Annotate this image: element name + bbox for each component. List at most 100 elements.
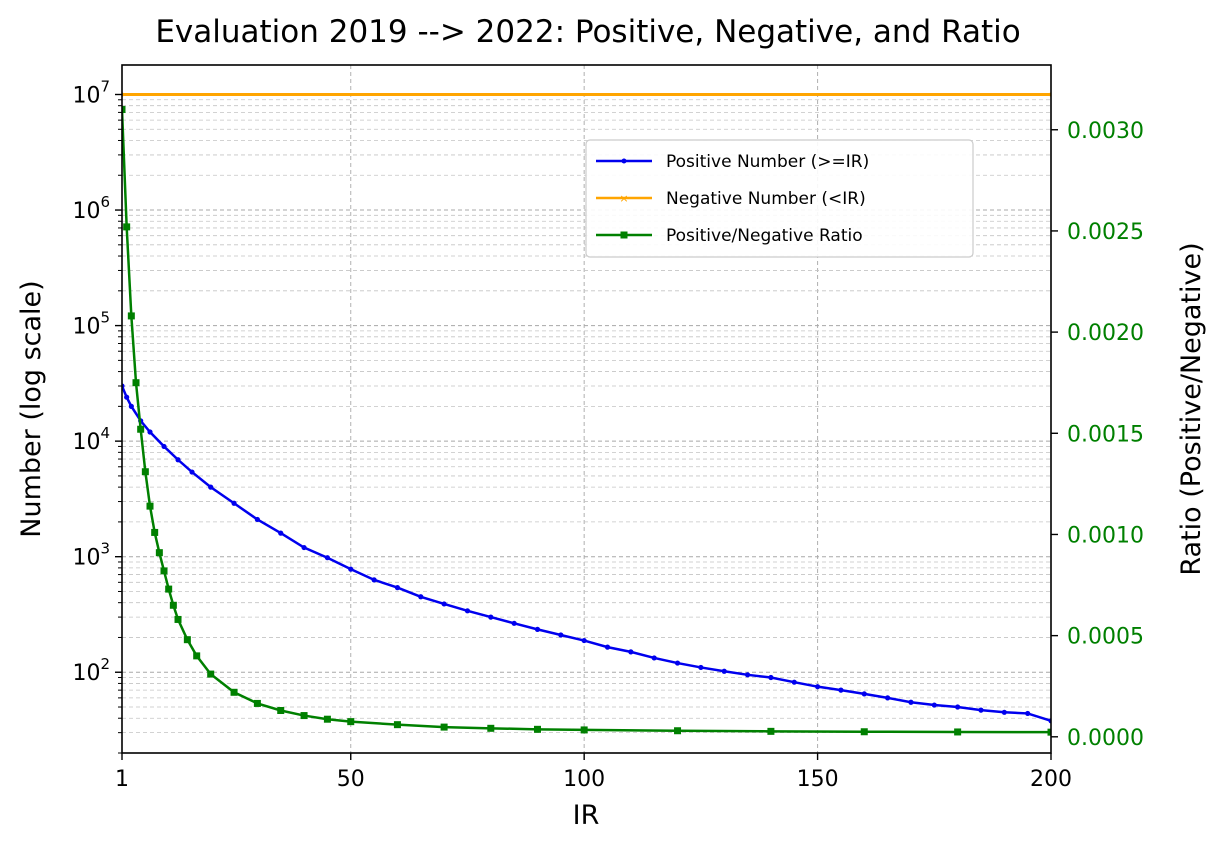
series-point-positive: [324, 555, 331, 561]
series-point-positive: [674, 660, 681, 666]
series-point-ratio: [487, 724, 495, 732]
series-point-ratio: [193, 652, 201, 660]
series-point-positive: [208, 484, 214, 490]
series-point-positive: [744, 672, 751, 678]
series-point-positive: [978, 707, 984, 713]
series-point-positive: [885, 695, 891, 701]
legend-label-positive: Positive Number (>=IR): [666, 152, 869, 172]
y-axis-label: Number (log scale): [16, 280, 47, 537]
series-point-positive: [721, 668, 727, 674]
series-point-positive: [651, 655, 657, 661]
legend-marker-positive: [621, 158, 627, 164]
x-tick-label: 1: [115, 767, 129, 792]
series-point-positive: [604, 644, 611, 650]
series-point-ratio: [155, 549, 163, 557]
series-point-ratio: [141, 468, 149, 476]
series-point-ratio: [300, 712, 308, 720]
x-axis-label: IR: [573, 800, 600, 831]
y2-tick-label: 0.0020: [1067, 321, 1144, 346]
y-tick-label: 102: [72, 655, 110, 686]
series-point-ratio: [146, 502, 154, 510]
series-point-ratio: [165, 585, 173, 593]
series-point-positive: [581, 637, 587, 644]
series-point-positive: [931, 702, 937, 708]
series-point-ratio: [580, 726, 588, 734]
y2-tick-label: 0.0025: [1067, 220, 1144, 245]
plot-frame: [121, 64, 1052, 754]
series-point-positive: [488, 614, 494, 620]
series-point-positive: [628, 649, 634, 655]
series-point-positive: [161, 443, 167, 450]
y2-tick-label: 0.0030: [1067, 119, 1144, 144]
legend-box: [585, 139, 974, 258]
series-point-positive: [418, 594, 424, 600]
legend-item-negative: × Negative Number (<IR): [596, 189, 866, 209]
series-point-ratio: [169, 601, 177, 609]
series-point-positive: [791, 679, 797, 685]
series-point-positive: [231, 500, 237, 506]
y-tick-label: 106: [72, 193, 110, 224]
series-point-ratio: [122, 106, 126, 114]
series-point-ratio: [160, 567, 168, 575]
series-point-ratio: [127, 312, 135, 320]
series-point-ratio: [174, 615, 182, 623]
series-point-positive: [511, 620, 517, 626]
y2-axis-ticks: 0.0000 0.0005 0.0010 0.0015 0.0020 0.0025 0.00…: [1051, 119, 1144, 751]
series-point-positive: [698, 664, 704, 671]
series-point-positive: [371, 577, 377, 583]
series-point-positive: [558, 632, 564, 638]
legend: Positive Number (>=IR) × Negative Number…: [585, 139, 974, 258]
series-point-ratio: [230, 688, 238, 696]
series-point-ratio: [954, 728, 962, 736]
series-point-positive: [955, 704, 961, 710]
series-point-positive: [189, 469, 195, 475]
series-point-positive: [861, 691, 867, 697]
y-tick-label: 104: [72, 424, 110, 455]
legend-marker-ratio: [620, 231, 628, 239]
series-point-positive: [768, 674, 774, 681]
series-point-ratio: [440, 723, 448, 731]
series-point-positive: [1025, 710, 1031, 717]
series-point-positive: [1001, 709, 1007, 715]
series-point-ratio: [277, 707, 285, 715]
y-tick-label: 103: [72, 540, 110, 571]
chart-title: Evaluation 2019 --> 2022: Positive, Nega…: [155, 14, 1020, 50]
series-line-ratio: [122, 109, 1051, 734]
series-point-ratio: [1047, 728, 1051, 736]
series-point-ratio: [393, 721, 401, 729]
series-group: [122, 92, 1051, 736]
series-point-ratio: [132, 379, 140, 387]
series-point-ratio: [151, 528, 159, 536]
series-point-positive: [394, 585, 401, 591]
series-point-ratio: [347, 718, 355, 726]
y2-tick-label: 0.0000: [1067, 726, 1144, 751]
series-point-positive: [348, 566, 354, 572]
series-point-ratio: [207, 670, 215, 678]
series-point-positive: [814, 684, 821, 690]
legend-item-positive: Positive Number (>=IR): [596, 152, 869, 172]
series-point-positive: [147, 429, 153, 435]
y2-tick-label: 0.0010: [1067, 523, 1144, 548]
series-point-positive: [534, 626, 541, 632]
series-point-ratio: [183, 636, 191, 644]
series-point-positive: [254, 516, 260, 523]
series-point-ratio: [123, 223, 131, 231]
x-tick-label: 200: [1030, 767, 1072, 792]
legend-item-ratio: Positive/Negative Ratio: [596, 226, 863, 246]
series-point-ratio: [253, 699, 261, 707]
series-point-positive: [301, 544, 307, 551]
series-point-positive: [441, 601, 447, 607]
series-point-positive: [908, 699, 914, 705]
y-tick-label: 105: [72, 309, 110, 340]
y2-axis-label: Ratio (Positive/Negative): [1176, 242, 1207, 575]
plot-series: [122, 92, 1051, 736]
series-point-ratio: [860, 728, 868, 736]
series-point-positive: [278, 530, 284, 536]
series-point-ratio: [533, 725, 541, 733]
series-point-positive: [838, 687, 844, 693]
x-tick-label: 50: [337, 767, 365, 792]
series-point-ratio: [767, 727, 775, 735]
series-point-positive: [464, 608, 471, 614]
